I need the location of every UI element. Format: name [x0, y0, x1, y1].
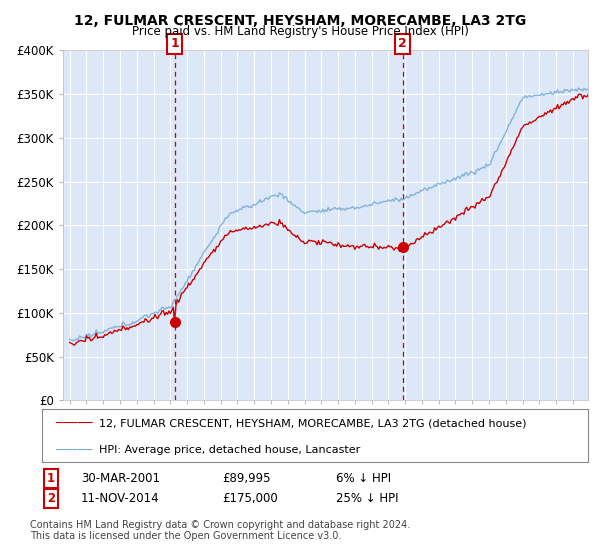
- Text: £89,995: £89,995: [222, 472, 271, 486]
- Text: 1: 1: [47, 472, 55, 486]
- Text: 25% ↓ HPI: 25% ↓ HPI: [336, 492, 398, 505]
- Text: ─────: ─────: [55, 417, 92, 430]
- Text: 1: 1: [170, 38, 179, 50]
- Text: ─────: ─────: [55, 444, 92, 457]
- Text: 12, FULMAR CRESCENT, HEYSHAM, MORECAMBE, LA3 2TG: 12, FULMAR CRESCENT, HEYSHAM, MORECAMBE,…: [74, 14, 526, 28]
- Text: 2: 2: [398, 38, 407, 50]
- Text: This data is licensed under the Open Government Licence v3.0.: This data is licensed under the Open Gov…: [30, 531, 341, 542]
- Text: Contains HM Land Registry data © Crown copyright and database right 2024.: Contains HM Land Registry data © Crown c…: [30, 520, 410, 530]
- Text: HPI: Average price, detached house, Lancaster: HPI: Average price, detached house, Lanc…: [99, 445, 360, 455]
- Text: 11-NOV-2014: 11-NOV-2014: [81, 492, 160, 505]
- Text: 30-MAR-2001: 30-MAR-2001: [81, 472, 160, 486]
- Text: 6% ↓ HPI: 6% ↓ HPI: [336, 472, 391, 486]
- Text: Price paid vs. HM Land Registry's House Price Index (HPI): Price paid vs. HM Land Registry's House …: [131, 25, 469, 38]
- Text: £175,000: £175,000: [222, 492, 278, 505]
- Text: 2: 2: [47, 492, 55, 505]
- Text: 12, FULMAR CRESCENT, HEYSHAM, MORECAMBE, LA3 2TG (detached house): 12, FULMAR CRESCENT, HEYSHAM, MORECAMBE,…: [99, 419, 527, 429]
